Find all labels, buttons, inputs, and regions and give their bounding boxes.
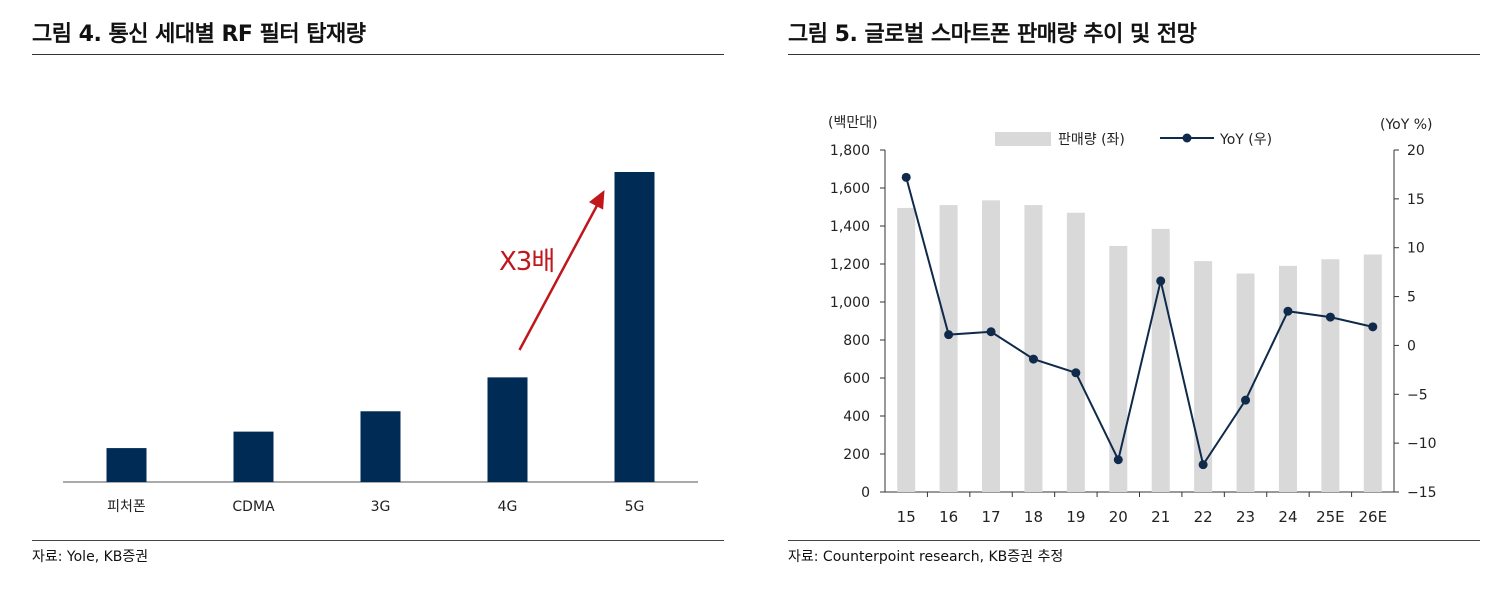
- bar: [939, 205, 958, 492]
- left-tick-label: 0: [861, 485, 870, 501]
- left-tick-label: 1,000: [830, 295, 870, 311]
- left-tick-label: 600: [843, 371, 870, 387]
- right-tick-label: 0: [1407, 338, 1416, 354]
- bar: [1363, 254, 1382, 492]
- bar: [1109, 245, 1128, 492]
- x-tick-label: 20: [1109, 508, 1128, 526]
- yoy-point: [1283, 306, 1293, 316]
- x-tick-label: 22: [1194, 508, 1213, 526]
- right-axis-unit: (YoY %): [1380, 117, 1433, 133]
- x-tick-label: 25E: [1316, 508, 1345, 526]
- bar: [360, 411, 401, 482]
- left-tick-label: 200: [843, 447, 870, 463]
- smartphone-sales-combo-chart: 02004006008001,0001,2001,4001,6001,800−1…: [828, 115, 1437, 526]
- right-tick-label: 5: [1407, 290, 1416, 306]
- bar: [1024, 205, 1043, 492]
- x-tick-label: 15: [897, 508, 916, 526]
- bar: [1194, 261, 1213, 492]
- chart-title: 그림 5. 글로벌 스마트폰 판매량 추이 및 전망: [788, 22, 1197, 47]
- yoy-point: [944, 330, 954, 340]
- arrow-head: [588, 190, 605, 210]
- title-divider: [788, 54, 1480, 55]
- yoy-point: [1241, 395, 1251, 405]
- x-tick-label: CDMA: [232, 499, 275, 515]
- left-tick-label: 800: [843, 333, 870, 349]
- source-divider: [32, 540, 724, 541]
- x-tick-label: 17: [981, 508, 1000, 526]
- yoy-point: [901, 172, 911, 182]
- bar: [487, 377, 528, 482]
- bar: [1321, 259, 1340, 492]
- yoy-point: [1368, 322, 1378, 332]
- x-tick-label: 4G: [498, 499, 518, 515]
- right-tick-label: −15: [1407, 485, 1437, 501]
- legend-line-marker: [1182, 133, 1192, 143]
- right-tick-label: 15: [1407, 192, 1425, 208]
- legend-bar-swatch: [995, 132, 1051, 146]
- yoy-point: [1198, 460, 1208, 470]
- left-tick-label: 1,400: [830, 219, 870, 235]
- bar: [1066, 212, 1085, 492]
- right-tick-label: 10: [1407, 241, 1425, 257]
- arrow-line: [518, 198, 602, 351]
- right-chart-panel: 그림 5. 글로벌 스마트폰 판매량 추이 및 전망 0 200 400 600 800…: [788, 0, 1480, 601]
- right-tick-label: 20: [1407, 143, 1425, 159]
- x-tick-label: 16: [939, 508, 958, 526]
- yoy-point: [986, 327, 996, 337]
- bar: [1278, 265, 1297, 492]
- bar: [897, 207, 916, 492]
- left-tick-label: 1,200: [830, 257, 870, 273]
- bar: [106, 448, 147, 482]
- x-tick-label: 19: [1066, 508, 1085, 526]
- bar: [1151, 228, 1170, 492]
- title-divider: [32, 54, 724, 55]
- yoy-point: [1156, 276, 1166, 286]
- bar: [233, 431, 274, 482]
- x-tick-label: 24: [1278, 508, 1297, 526]
- chart-title: 그림 4. 통신 세대별 RF 필터 탑재량: [32, 22, 366, 47]
- bar: [982, 200, 1001, 492]
- right-tick-label: −5: [1407, 387, 1428, 403]
- x-tick-label: 21: [1151, 508, 1170, 526]
- source-note: 자료: Yole, KB증권: [32, 549, 149, 565]
- source-note: 자료: Counterpoint research, KB증권 추정: [788, 549, 1064, 565]
- bar: [614, 172, 655, 482]
- left-tick-label: 400: [843, 409, 870, 425]
- x-tick-label: 3G: [371, 499, 391, 515]
- yoy-point: [1325, 312, 1335, 322]
- bar: [1236, 273, 1255, 492]
- annotation-label: X3배: [499, 247, 554, 277]
- x-tick-label: 23: [1236, 508, 1255, 526]
- rf-filter-bar-chart: 피처폰 CDMA 3G 4G 5G X3배: [63, 172, 698, 515]
- x-tick-label: 피처폰: [107, 499, 146, 515]
- left-axis-unit: (백만대): [828, 115, 878, 131]
- right-tick-label: −10: [1407, 436, 1437, 452]
- yoy-line: [905, 177, 1374, 468]
- yoy-point: [1113, 455, 1123, 465]
- yoy-point: [1071, 368, 1081, 378]
- x-tick-label: 18: [1024, 508, 1043, 526]
- left-tick-label: 1,600: [830, 181, 870, 197]
- x-tick-label: 5G: [625, 499, 645, 515]
- legend-line-label: YoY (우): [1219, 132, 1272, 148]
- x-tick-label: 26E: [1359, 508, 1388, 526]
- left-chart-panel: 그림 4. 통신 세대별 RF 필터 탑재량 피처폰 CDMA 3G 4G 5G X3배 …: [32, 0, 724, 601]
- legend-bar-label: 판매량 (좌): [1058, 132, 1125, 148]
- yoy-point: [1028, 354, 1038, 364]
- source-divider: [788, 540, 1480, 541]
- left-tick-label: 1,800: [830, 143, 870, 159]
